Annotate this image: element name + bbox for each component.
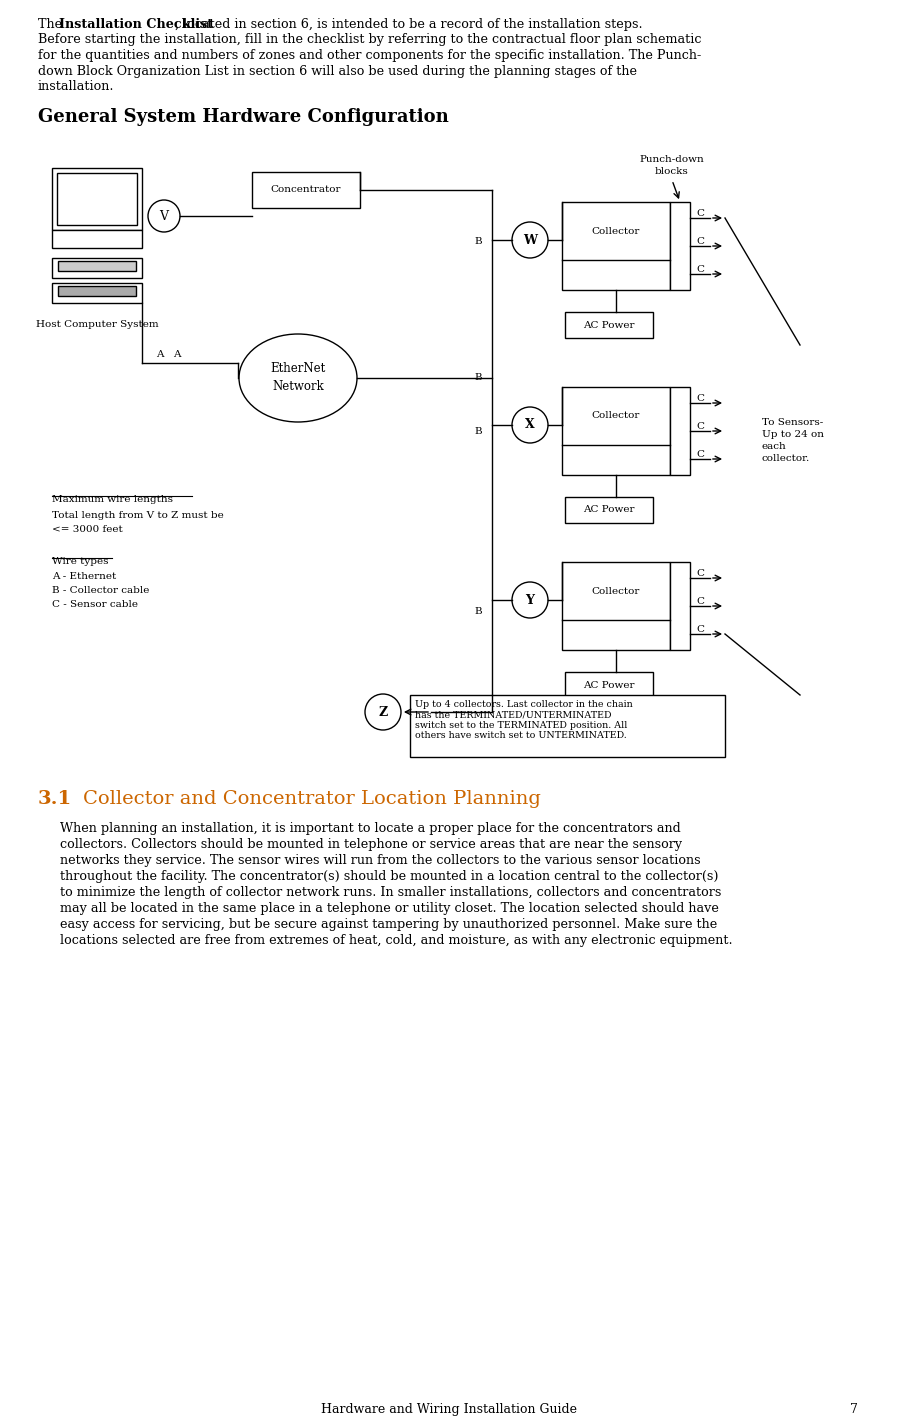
- Text: Collector and Concentrator Location Planning: Collector and Concentrator Location Plan…: [83, 790, 541, 809]
- Text: Installation Checklist: Installation Checklist: [59, 18, 213, 31]
- Text: A: A: [173, 350, 180, 360]
- Text: EtherNet: EtherNet: [270, 362, 326, 375]
- Circle shape: [365, 693, 401, 730]
- Circle shape: [512, 583, 548, 618]
- Bar: [565, 313, 653, 338]
- Text: B: B: [474, 374, 482, 382]
- Text: Z: Z: [378, 705, 388, 719]
- Text: Collector: Collector: [592, 226, 640, 236]
- Bar: [565, 497, 653, 523]
- Text: B: B: [474, 428, 482, 436]
- Text: throughout the facility. The concentrator(s) should be mounted in a location cen: throughout the facility. The concentrato…: [60, 870, 718, 882]
- Text: Host Computer System: Host Computer System: [36, 320, 158, 330]
- Text: B - Collector cable: B - Collector cable: [52, 585, 149, 595]
- Text: Collector: Collector: [592, 412, 640, 421]
- Bar: [670, 387, 690, 475]
- Bar: [52, 259, 142, 279]
- Bar: [670, 202, 690, 290]
- Text: Maximum wire lengths: Maximum wire lengths: [52, 495, 173, 504]
- Text: <= 3000 feet: <= 3000 feet: [52, 524, 123, 534]
- Text: B: B: [474, 237, 482, 246]
- Text: When planning an installation, it is important to locate a proper place for the : When planning an installation, it is imp…: [60, 821, 681, 836]
- Bar: [410, 695, 725, 757]
- Text: Punch-down: Punch-down: [639, 155, 704, 163]
- Bar: [52, 168, 142, 230]
- Text: Up to 4 collectors. Last collector in the chain
has the TERMINATED/UNTERMINATED
: Up to 4 collectors. Last collector in th…: [415, 701, 633, 740]
- Bar: [562, 387, 670, 475]
- Bar: [562, 202, 670, 290]
- Text: networks they service. The sensor wires will run from the collectors to the vari: networks they service. The sensor wires …: [60, 854, 700, 867]
- Text: V: V: [160, 209, 169, 223]
- Text: The: The: [38, 18, 66, 31]
- Text: A: A: [156, 350, 163, 360]
- Text: 7: 7: [850, 1403, 858, 1415]
- Text: AC Power: AC Power: [583, 506, 635, 514]
- Bar: [52, 230, 142, 249]
- Text: each: each: [762, 442, 787, 450]
- Text: C: C: [696, 209, 704, 217]
- Text: blocks: blocks: [656, 168, 689, 176]
- Bar: [57, 173, 137, 225]
- Text: C: C: [696, 568, 704, 578]
- Text: Hardware and Wiring Installation Guide: Hardware and Wiring Installation Guide: [321, 1403, 577, 1415]
- Circle shape: [512, 406, 548, 443]
- Text: installation.: installation.: [38, 80, 115, 92]
- Text: Before starting the installation, fill in the checklist by referring to the cont: Before starting the installation, fill i…: [38, 34, 701, 47]
- Bar: [58, 286, 136, 296]
- Text: Y: Y: [525, 594, 534, 607]
- Text: Total length from V to Z must be: Total length from V to Z must be: [52, 512, 224, 520]
- Circle shape: [148, 200, 180, 232]
- Bar: [562, 561, 670, 649]
- Circle shape: [512, 222, 548, 259]
- Text: locations selected are free from extremes of heat, cold, and moisture, as with a: locations selected are free from extreme…: [60, 934, 733, 946]
- Text: Concentrator: Concentrator: [271, 186, 341, 195]
- Text: Collector: Collector: [592, 587, 640, 595]
- Text: C: C: [696, 597, 704, 605]
- Text: , located in section 6, is intended to be a record of the installation steps.: , located in section 6, is intended to b…: [175, 18, 643, 31]
- Text: may all be located in the same place in a telephone or utility closet. The locat: may all be located in the same place in …: [60, 902, 719, 915]
- Text: Up to 24 on: Up to 24 on: [762, 431, 824, 439]
- Text: C: C: [696, 450, 704, 459]
- Text: C: C: [696, 394, 704, 404]
- Text: W: W: [523, 233, 537, 246]
- Text: A - Ethernet: A - Ethernet: [52, 573, 116, 581]
- Text: X: X: [525, 419, 535, 432]
- Text: B: B: [474, 608, 482, 617]
- Text: Network: Network: [272, 381, 324, 394]
- Text: C - Sensor cable: C - Sensor cable: [52, 600, 138, 610]
- Text: Wire types: Wire types: [52, 557, 109, 566]
- Text: C: C: [696, 237, 704, 246]
- Bar: [252, 172, 360, 207]
- Text: collector.: collector.: [762, 453, 810, 463]
- Ellipse shape: [239, 334, 357, 422]
- Text: easy access for servicing, but be secure against tampering by unauthorized perso: easy access for servicing, but be secure…: [60, 918, 718, 931]
- Text: collectors. Collectors should be mounted in telephone or service areas that are : collectors. Collectors should be mounted…: [60, 838, 682, 851]
- Text: C: C: [696, 264, 704, 274]
- Text: C: C: [696, 625, 704, 634]
- Bar: [670, 561, 690, 649]
- Text: 3.1: 3.1: [38, 790, 72, 809]
- Text: To Sensors-: To Sensors-: [762, 418, 823, 426]
- Bar: [58, 261, 136, 271]
- Text: down Block Organization List in section 6 will also be used during the planning : down Block Organization List in section …: [38, 64, 637, 78]
- Text: to minimize the length of collector network runs. In smaller installations, coll: to minimize the length of collector netw…: [60, 887, 721, 899]
- Text: C: C: [696, 422, 704, 431]
- Bar: [52, 283, 142, 303]
- Text: AC Power: AC Power: [583, 681, 635, 689]
- Text: AC Power: AC Power: [583, 321, 635, 330]
- Text: General System Hardware Configuration: General System Hardware Configuration: [38, 108, 449, 126]
- Text: for the quantities and numbers of zones and other components for the specific in: for the quantities and numbers of zones …: [38, 48, 701, 63]
- Bar: [565, 672, 653, 698]
